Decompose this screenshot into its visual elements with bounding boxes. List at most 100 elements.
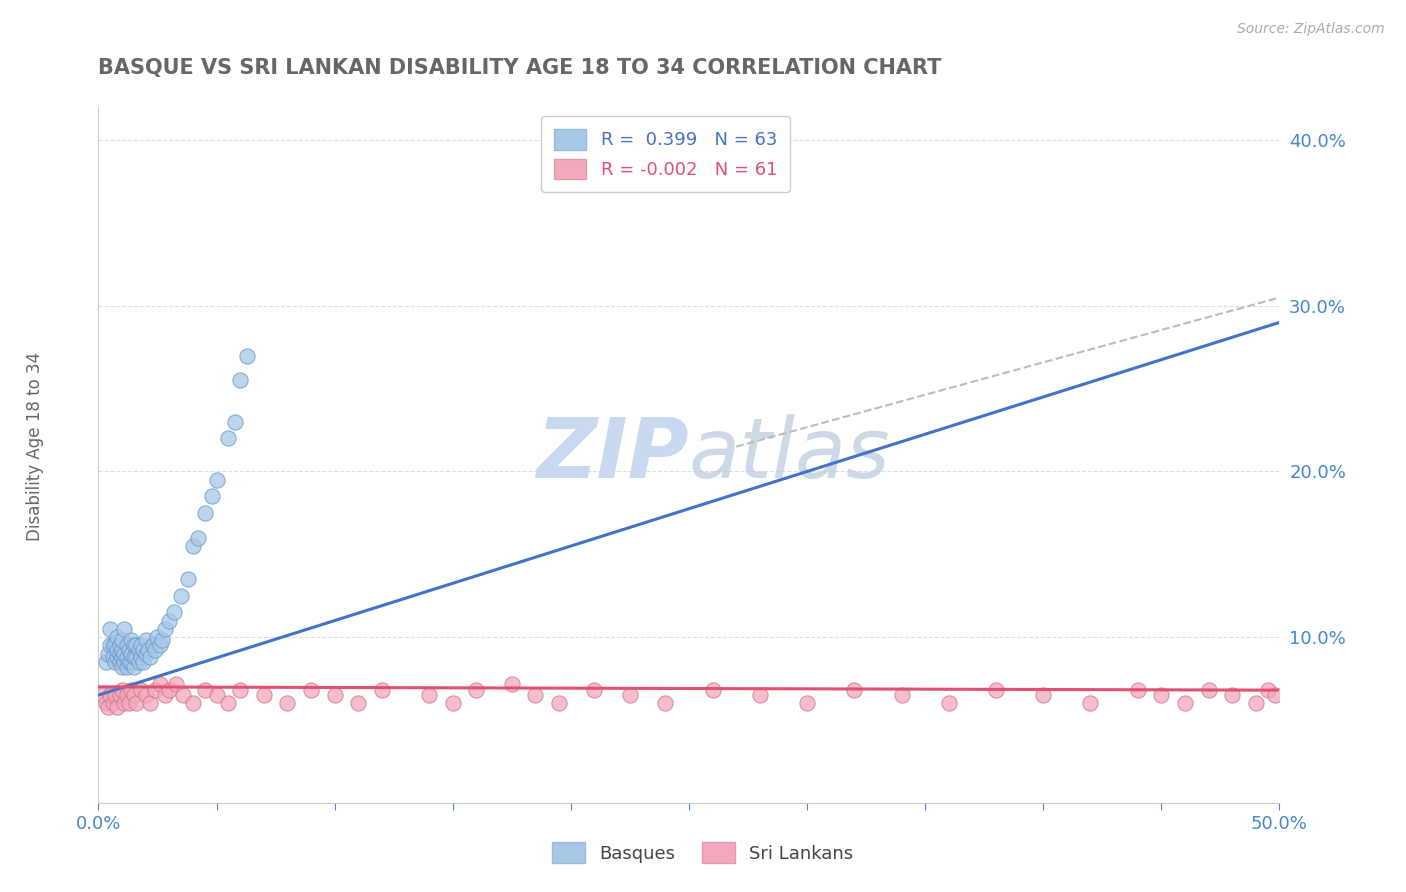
Point bbox=[105, 643, 128, 657]
Point bbox=[98, 688, 121, 702]
Point bbox=[157, 614, 180, 628]
Point bbox=[236, 349, 259, 363]
Point bbox=[91, 688, 114, 702]
Point bbox=[112, 647, 135, 661]
Point bbox=[115, 650, 138, 665]
Point bbox=[108, 639, 131, 653]
Point bbox=[224, 415, 246, 429]
Point bbox=[253, 688, 276, 702]
Point bbox=[105, 630, 128, 644]
Point bbox=[104, 688, 127, 702]
Point bbox=[1174, 697, 1197, 711]
Point bbox=[132, 655, 155, 669]
Point bbox=[111, 660, 134, 674]
Point bbox=[583, 683, 606, 698]
Point bbox=[1032, 688, 1054, 702]
Legend: R =  0.399   N = 63, R = -0.002   N = 61: R = 0.399 N = 63, R = -0.002 N = 61 bbox=[541, 116, 790, 192]
Point bbox=[128, 643, 150, 657]
Point bbox=[548, 697, 571, 711]
Text: Source: ZipAtlas.com: Source: ZipAtlas.com bbox=[1237, 22, 1385, 37]
Point bbox=[465, 683, 488, 698]
Point bbox=[702, 683, 724, 698]
Point bbox=[181, 697, 204, 711]
Point bbox=[217, 431, 239, 445]
Point bbox=[1126, 683, 1149, 698]
Point bbox=[418, 688, 440, 702]
Point bbox=[121, 683, 143, 698]
Point bbox=[111, 643, 134, 657]
Point bbox=[157, 683, 180, 698]
Point bbox=[748, 688, 770, 702]
Point bbox=[132, 643, 155, 657]
Point bbox=[323, 688, 346, 702]
Point bbox=[136, 643, 159, 657]
Point bbox=[229, 373, 252, 387]
Point bbox=[501, 676, 523, 690]
Text: Disability Age 18 to 34: Disability Age 18 to 34 bbox=[27, 351, 44, 541]
Point bbox=[177, 572, 200, 586]
Point bbox=[129, 639, 152, 653]
Point bbox=[111, 633, 134, 648]
Point bbox=[98, 622, 121, 636]
Point bbox=[129, 650, 152, 665]
Point bbox=[105, 699, 128, 714]
Point bbox=[172, 688, 194, 702]
Point bbox=[299, 683, 322, 698]
Point bbox=[143, 643, 166, 657]
Point bbox=[115, 660, 138, 674]
Point bbox=[619, 688, 641, 702]
Point bbox=[104, 639, 127, 653]
Point bbox=[122, 660, 145, 674]
Point bbox=[101, 697, 124, 711]
Point bbox=[135, 633, 157, 648]
Point bbox=[105, 650, 128, 665]
Point bbox=[1264, 688, 1286, 702]
Point bbox=[97, 699, 120, 714]
Text: BASQUE VS SRI LANKAN DISABILITY AGE 18 TO 34 CORRELATION CHART: BASQUE VS SRI LANKAN DISABILITY AGE 18 T… bbox=[98, 58, 942, 78]
Point bbox=[217, 697, 239, 711]
Point bbox=[201, 489, 224, 503]
Point bbox=[181, 539, 204, 553]
Point bbox=[844, 683, 866, 698]
Point bbox=[149, 676, 172, 690]
Point bbox=[371, 683, 394, 698]
Point bbox=[112, 697, 135, 711]
Point bbox=[94, 655, 117, 669]
Point bbox=[139, 650, 162, 665]
Text: ZIP: ZIP bbox=[536, 415, 689, 495]
Point bbox=[125, 697, 148, 711]
Point bbox=[121, 655, 143, 669]
Point bbox=[150, 633, 173, 648]
Point bbox=[104, 655, 127, 669]
Point bbox=[187, 531, 209, 545]
Point bbox=[115, 688, 138, 702]
Point bbox=[229, 683, 252, 698]
Point bbox=[654, 697, 676, 711]
Point bbox=[125, 639, 148, 653]
Point bbox=[112, 655, 135, 669]
Point bbox=[142, 639, 165, 653]
Point bbox=[135, 688, 157, 702]
Point bbox=[938, 697, 960, 711]
Point bbox=[796, 697, 818, 711]
Point bbox=[121, 633, 143, 648]
Point bbox=[441, 697, 464, 711]
Point bbox=[1244, 697, 1267, 711]
Point bbox=[94, 697, 117, 711]
Point bbox=[108, 688, 131, 702]
Point bbox=[128, 655, 150, 669]
Point bbox=[1198, 683, 1220, 698]
Point bbox=[101, 639, 124, 653]
Point bbox=[1257, 683, 1279, 698]
Point bbox=[122, 650, 145, 665]
Point bbox=[153, 622, 176, 636]
Point bbox=[194, 683, 217, 698]
Point bbox=[121, 647, 143, 661]
Point bbox=[98, 639, 121, 653]
Point bbox=[125, 650, 148, 665]
Point bbox=[118, 697, 141, 711]
Point bbox=[205, 473, 228, 487]
Point bbox=[890, 688, 912, 702]
Point bbox=[111, 650, 134, 665]
Point bbox=[984, 683, 1007, 698]
